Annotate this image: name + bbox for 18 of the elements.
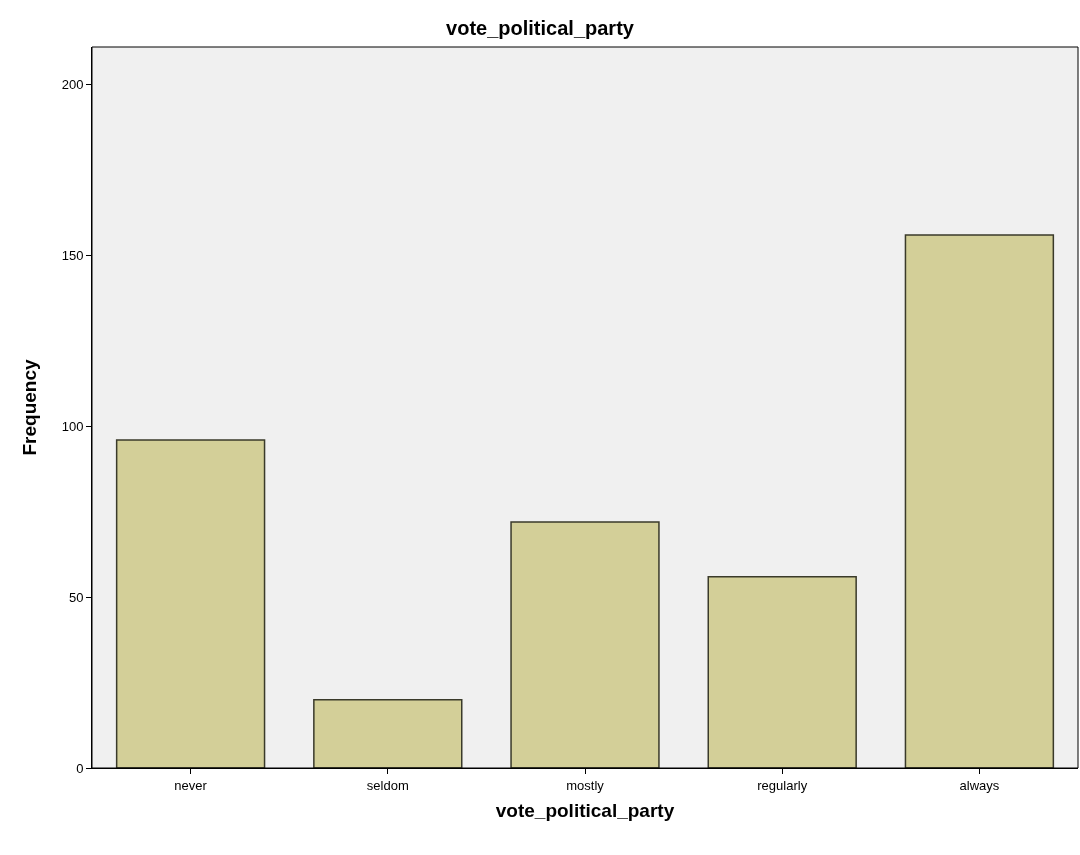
x-tick-label: seldom <box>366 777 409 793</box>
bar <box>313 698 463 768</box>
y-tick-label: 0 <box>76 760 84 776</box>
x-tick-label: regularly <box>757 777 808 793</box>
x-tick-label: always <box>959 777 1000 793</box>
y-axis-title: Frequency <box>18 359 40 456</box>
bar <box>707 575 857 768</box>
x-tick-label: mostly <box>566 777 605 793</box>
x-axis-title: vote_political_party <box>495 800 675 822</box>
bar <box>904 234 1055 768</box>
y-tick-label: 150 <box>61 247 84 263</box>
y-tick-label: 100 <box>61 418 84 434</box>
y-tick-label: 50 <box>68 589 84 605</box>
y-tick-label: 200 <box>61 77 84 93</box>
x-tick-label: never <box>174 777 208 793</box>
chart-title: vote_political_party <box>446 17 635 40</box>
bar <box>115 439 266 768</box>
bar <box>510 521 660 768</box>
